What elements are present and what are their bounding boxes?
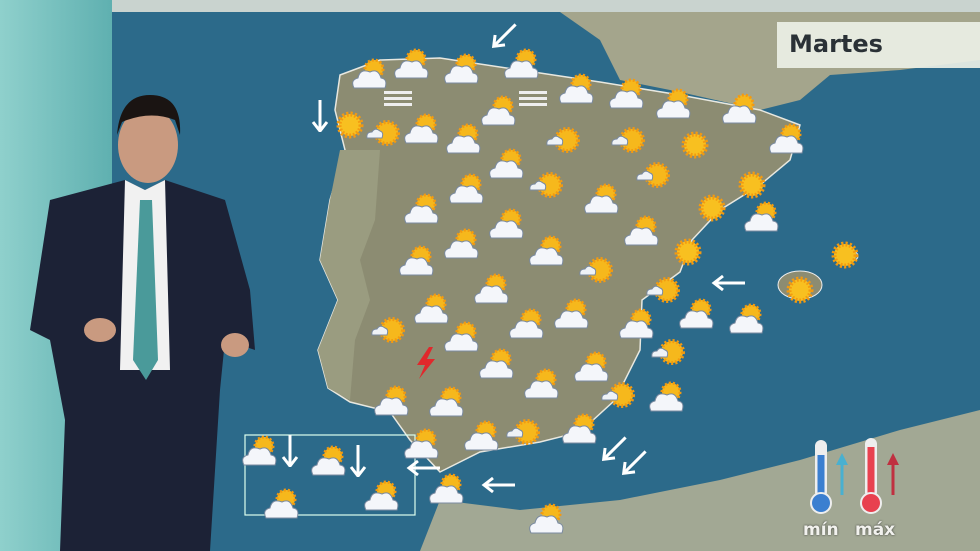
sun-with-small-cloud-icon	[528, 168, 568, 202]
sun-icon	[780, 273, 820, 307]
sun-icon	[825, 238, 865, 272]
sun-behind-cloud-icon	[525, 503, 565, 537]
sun-icon	[732, 168, 772, 202]
thermometer-max-icon	[860, 438, 882, 514]
top-strip	[112, 0, 980, 12]
sun-behind-cloud-icon	[740, 201, 780, 235]
sun-behind-cloud-icon	[505, 308, 545, 342]
sun-icon	[692, 191, 732, 225]
sun-with-small-cloud-icon	[650, 335, 690, 369]
sun-behind-cloud-icon	[652, 88, 692, 122]
sun-icon	[330, 108, 370, 142]
presenter-right-hand	[221, 333, 249, 357]
thermometer-min-icon	[810, 440, 832, 514]
sun-behind-cloud-icon	[470, 273, 510, 307]
portugal	[318, 150, 380, 400]
lightning-icon	[405, 345, 445, 379]
sun-with-small-cloud-icon	[578, 253, 618, 287]
sun-behind-cloud-icon	[440, 53, 480, 87]
legend-max-label: máx	[855, 520, 896, 540]
sun-with-small-cloud-icon	[635, 158, 675, 192]
sun-behind-cloud-icon	[440, 321, 480, 355]
sun-behind-cloud-icon	[460, 420, 500, 454]
presenter-tie	[133, 200, 158, 380]
day-label: Martes	[789, 30, 883, 58]
sun-behind-cloud-icon	[395, 245, 435, 279]
sun-behind-cloud-icon	[570, 351, 610, 385]
sun-behind-cloud-icon	[605, 78, 645, 112]
sun-behind-cloud-icon	[550, 298, 590, 332]
sun-with-small-cloud-icon	[600, 378, 640, 412]
sun-behind-cloud-icon	[425, 473, 465, 507]
sun-behind-cloud-icon	[307, 445, 347, 479]
sun-behind-cloud-icon	[718, 93, 758, 127]
sun-behind-cloud-icon	[675, 298, 715, 332]
sun-behind-cloud-icon	[442, 123, 482, 157]
arrow-up-max-icon	[887, 453, 899, 495]
sun-behind-cloud-icon	[400, 113, 440, 147]
presenter	[30, 95, 255, 551]
wind-arrow-icon	[300, 98, 340, 134]
sun-behind-cloud-icon	[360, 480, 400, 514]
sun-behind-cloud-icon	[410, 293, 450, 327]
wind-arrow-icon	[485, 18, 525, 52]
sun-behind-cloud-icon	[485, 148, 525, 182]
sun-behind-cloud-icon	[620, 215, 660, 249]
sun-with-small-cloud-icon	[645, 273, 685, 307]
sun-behind-cloud-icon	[348, 58, 388, 92]
sun-behind-cloud-icon	[477, 95, 517, 129]
sun-with-small-cloud-icon	[545, 123, 585, 157]
sun-behind-cloud-icon	[765, 123, 805, 157]
sun-with-small-cloud-icon	[610, 123, 650, 157]
temperature-legend	[810, 438, 899, 514]
sun-behind-cloud-icon	[425, 386, 465, 420]
sun-behind-cloud-icon	[390, 48, 430, 82]
presenter-hair	[117, 95, 181, 135]
sun-behind-cloud-icon	[558, 413, 598, 447]
presenter-head	[118, 107, 178, 183]
sun-behind-cloud-icon	[725, 303, 765, 337]
sun-behind-cloud-icon	[520, 368, 560, 402]
sun-behind-cloud-icon	[475, 348, 515, 382]
sun-behind-cloud-icon	[645, 381, 685, 415]
sun-behind-cloud-icon	[400, 193, 440, 227]
sun-behind-cloud-icon	[440, 228, 480, 262]
sun-behind-cloud-icon	[525, 235, 565, 269]
wind-arrow-icon	[710, 266, 750, 300]
wind-arrow-icon	[405, 451, 445, 485]
wind-arrow-icon	[480, 468, 520, 502]
sun-icon	[675, 128, 715, 162]
wind-arrow-icon	[615, 445, 655, 479]
sun-with-small-cloud-icon	[505, 415, 545, 449]
fog-icon	[513, 81, 553, 115]
sun-behind-cloud-icon	[370, 385, 410, 419]
sun-behind-cloud-icon	[555, 73, 595, 107]
sun-icon	[668, 235, 708, 269]
sun-behind-cloud-icon	[400, 428, 440, 462]
sun-behind-cloud-icon	[445, 173, 485, 207]
presenter-left-hand	[84, 318, 116, 342]
legend-min-label: mín	[803, 520, 839, 540]
wind-arrow-icon	[595, 431, 635, 465]
day-label-box: Martes	[777, 22, 980, 68]
sun-with-small-cloud-icon	[370, 313, 410, 347]
sun-behind-cloud-icon	[238, 435, 278, 469]
sun-behind-cloud-icon	[615, 308, 655, 342]
sun-with-small-cloud-icon	[365, 116, 405, 150]
wind-arrow-icon	[338, 443, 378, 479]
canary-islands-box	[244, 434, 416, 516]
sun-behind-cloud-icon	[580, 183, 620, 217]
wind-arrow-icon	[270, 433, 310, 469]
arrow-up-min-icon	[836, 453, 848, 495]
fog-icon	[378, 81, 418, 115]
sun-behind-cloud-icon	[500, 48, 540, 82]
sun-behind-cloud-icon	[485, 208, 525, 242]
sun-behind-cloud-icon	[260, 488, 300, 522]
